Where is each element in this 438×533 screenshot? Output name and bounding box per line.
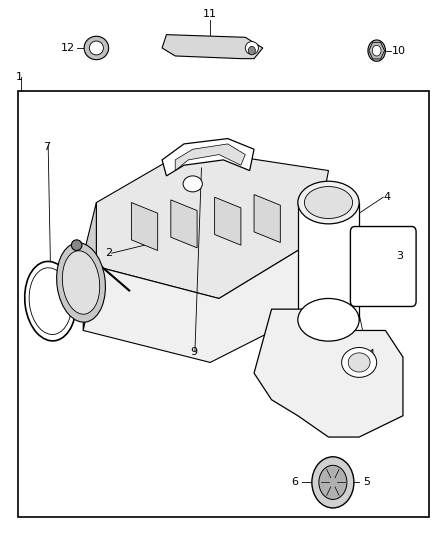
Ellipse shape xyxy=(57,243,106,322)
Polygon shape xyxy=(96,149,328,298)
Ellipse shape xyxy=(304,187,353,219)
Text: 11: 11 xyxy=(203,9,217,19)
Text: 7: 7 xyxy=(43,142,50,151)
Ellipse shape xyxy=(62,251,100,314)
Ellipse shape xyxy=(368,40,385,61)
Text: 3: 3 xyxy=(396,251,403,261)
Text: 2: 2 xyxy=(105,248,112,258)
Text: 10: 10 xyxy=(392,46,406,55)
Polygon shape xyxy=(215,197,241,245)
Polygon shape xyxy=(162,35,263,59)
Text: 5: 5 xyxy=(364,478,371,487)
Ellipse shape xyxy=(319,465,347,499)
Polygon shape xyxy=(162,139,254,176)
Polygon shape xyxy=(254,309,403,437)
Polygon shape xyxy=(175,144,245,171)
Ellipse shape xyxy=(312,457,354,508)
Ellipse shape xyxy=(372,45,381,56)
Polygon shape xyxy=(369,42,385,59)
Polygon shape xyxy=(83,240,315,362)
Polygon shape xyxy=(171,200,197,248)
Ellipse shape xyxy=(71,240,82,251)
Ellipse shape xyxy=(298,298,359,341)
Text: 4: 4 xyxy=(368,350,375,359)
FancyBboxPatch shape xyxy=(350,227,416,306)
Text: 4: 4 xyxy=(383,192,390,202)
Ellipse shape xyxy=(348,353,370,372)
Ellipse shape xyxy=(248,46,255,55)
Text: 8: 8 xyxy=(61,286,68,295)
Text: 9: 9 xyxy=(191,347,198,357)
Text: 12: 12 xyxy=(60,43,74,53)
Text: 6: 6 xyxy=(291,478,298,487)
Polygon shape xyxy=(131,203,158,251)
Ellipse shape xyxy=(84,36,109,60)
Polygon shape xyxy=(298,203,359,320)
Ellipse shape xyxy=(25,261,76,341)
Ellipse shape xyxy=(298,181,359,224)
Ellipse shape xyxy=(183,176,202,192)
Text: 1: 1 xyxy=(15,72,22,82)
Polygon shape xyxy=(83,203,96,330)
Ellipse shape xyxy=(245,42,258,54)
Ellipse shape xyxy=(29,268,72,335)
Polygon shape xyxy=(254,195,280,243)
Ellipse shape xyxy=(342,348,377,377)
Ellipse shape xyxy=(89,41,103,55)
